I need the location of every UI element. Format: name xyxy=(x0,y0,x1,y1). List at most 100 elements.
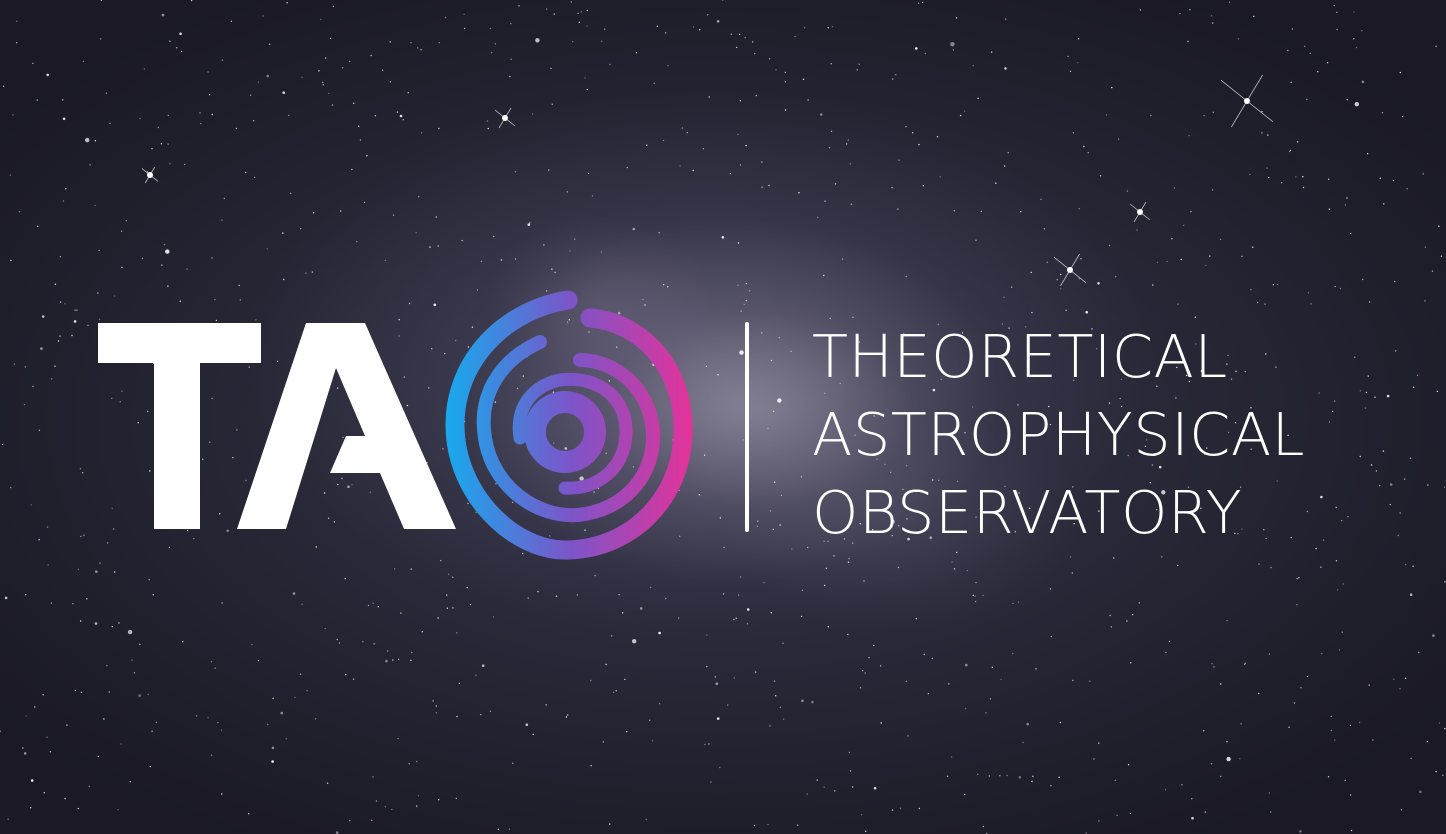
star xyxy=(708,96,710,98)
star xyxy=(59,256,62,258)
star xyxy=(823,540,825,542)
star xyxy=(152,594,154,596)
star xyxy=(1120,405,1123,408)
star xyxy=(94,622,98,625)
star xyxy=(396,111,399,113)
star xyxy=(105,92,108,94)
star xyxy=(665,32,667,34)
star xyxy=(890,519,895,524)
star xyxy=(779,706,781,708)
star xyxy=(1333,4,1335,7)
star xyxy=(686,132,688,134)
star xyxy=(923,653,925,656)
star xyxy=(1087,152,1089,154)
star xyxy=(1177,303,1179,305)
star xyxy=(763,582,765,584)
star xyxy=(849,163,851,165)
star xyxy=(74,689,77,692)
star xyxy=(186,268,188,270)
star xyxy=(1354,102,1360,107)
star xyxy=(406,404,409,407)
star xyxy=(1250,289,1252,291)
star xyxy=(1129,812,1132,815)
star xyxy=(329,37,332,40)
star xyxy=(38,539,40,541)
star xyxy=(1200,369,1204,373)
star xyxy=(106,665,108,667)
star xyxy=(437,617,439,619)
star xyxy=(1203,730,1205,732)
star xyxy=(649,586,652,589)
star xyxy=(1306,675,1309,678)
star xyxy=(64,303,66,305)
star xyxy=(1180,258,1182,261)
star xyxy=(1336,11,1338,13)
star xyxy=(604,28,606,30)
star xyxy=(1309,52,1311,54)
star xyxy=(283,278,285,281)
star xyxy=(180,50,183,53)
star xyxy=(735,617,737,619)
star xyxy=(381,69,384,71)
star xyxy=(1310,303,1312,305)
star xyxy=(1289,149,1292,152)
star xyxy=(609,823,611,825)
star xyxy=(18,211,21,213)
star xyxy=(400,612,402,614)
star xyxy=(509,75,511,78)
star xyxy=(1261,110,1263,113)
star xyxy=(1049,588,1052,590)
star xyxy=(1330,715,1333,718)
star xyxy=(392,659,394,661)
star xyxy=(710,781,712,783)
star xyxy=(193,537,195,540)
star xyxy=(438,42,440,44)
star xyxy=(770,359,773,362)
star xyxy=(739,164,742,166)
star xyxy=(879,665,882,667)
star xyxy=(1228,1,1231,3)
star xyxy=(1000,678,1002,681)
star xyxy=(305,272,307,274)
star xyxy=(1212,22,1214,24)
star xyxy=(271,746,275,750)
star xyxy=(332,5,335,8)
star xyxy=(824,200,826,202)
star xyxy=(467,502,469,505)
star xyxy=(209,441,211,443)
star xyxy=(236,429,238,431)
star xyxy=(139,117,141,120)
star xyxy=(160,143,163,145)
star xyxy=(804,27,806,29)
star xyxy=(372,602,374,604)
star xyxy=(475,674,477,676)
star xyxy=(1266,167,1268,169)
star xyxy=(1315,547,1317,550)
star xyxy=(811,700,814,704)
star xyxy=(232,456,234,459)
star xyxy=(514,258,517,260)
star xyxy=(755,94,757,97)
star xyxy=(435,705,437,707)
star xyxy=(351,168,353,171)
star xyxy=(1406,188,1408,190)
star xyxy=(905,680,908,682)
star xyxy=(966,569,969,572)
star xyxy=(267,723,269,726)
star xyxy=(733,677,735,679)
star xyxy=(151,148,153,150)
star xyxy=(1341,631,1344,633)
star xyxy=(1263,529,1265,531)
star xyxy=(527,597,529,599)
star xyxy=(1008,327,1010,329)
star xyxy=(1424,246,1427,248)
star xyxy=(1210,763,1213,765)
star xyxy=(1014,531,1016,533)
star xyxy=(940,378,942,381)
star xyxy=(1080,258,1082,260)
star xyxy=(1177,564,1179,567)
star xyxy=(371,819,373,821)
star xyxy=(167,143,169,145)
star xyxy=(221,219,223,221)
